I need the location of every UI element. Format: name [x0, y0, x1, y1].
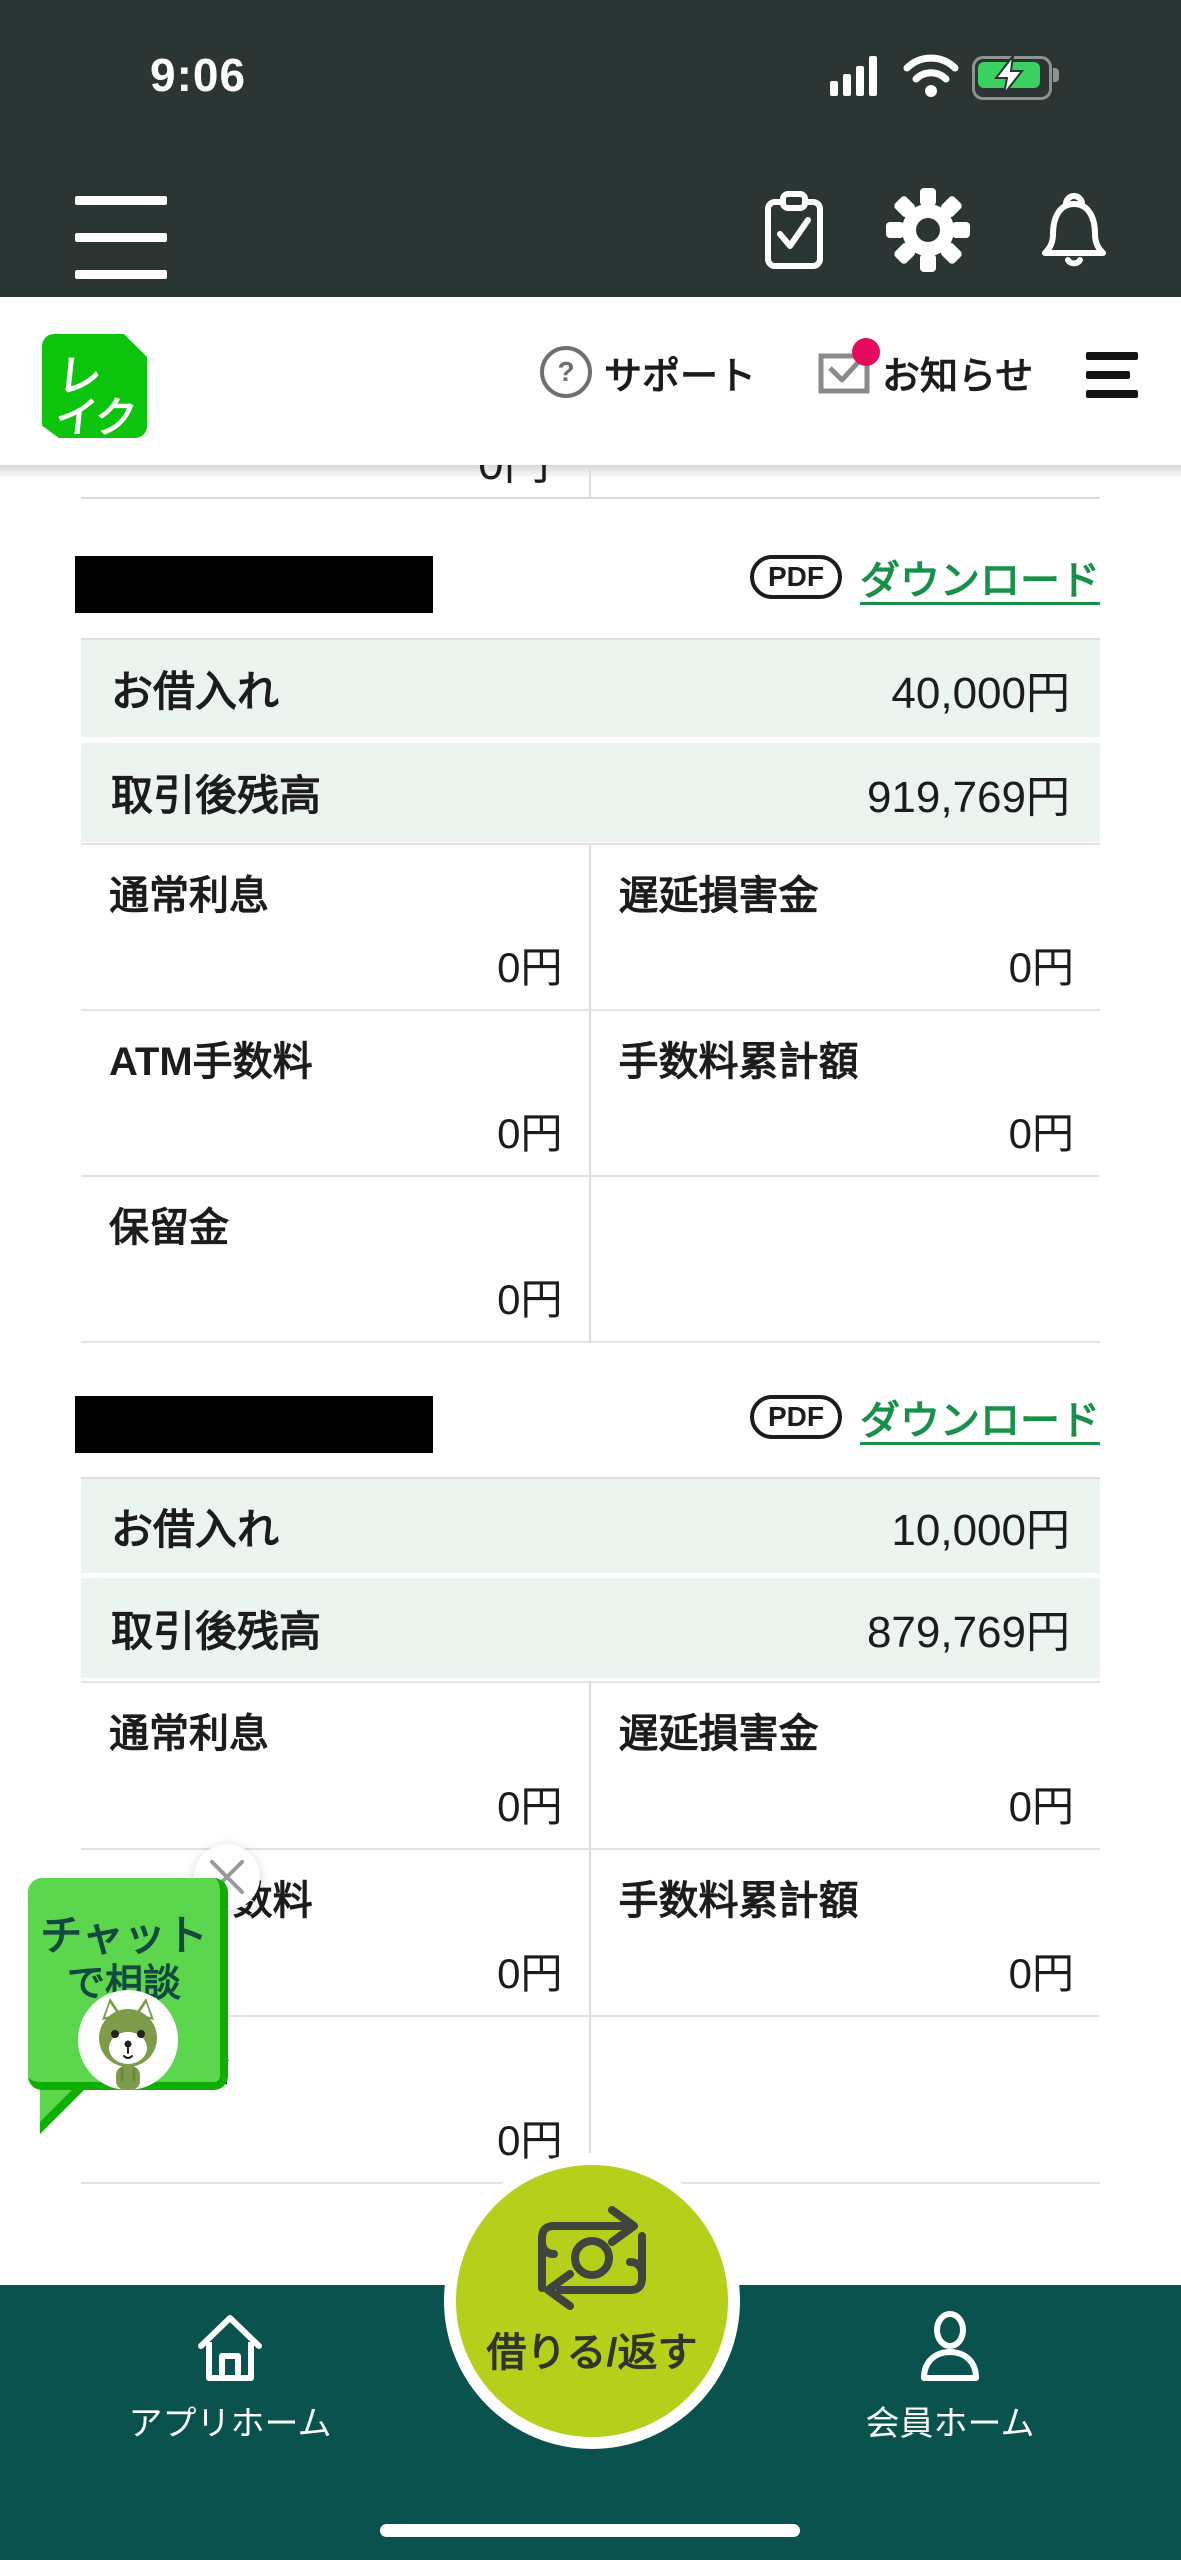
- notice-label: お知らせ: [882, 355, 1034, 398]
- nav-member-home[interactable]: 会員ホーム: [820, 2308, 1080, 2443]
- status-time: 9:06: [150, 49, 247, 101]
- clipped-previous-row: 0円: [478, 465, 598, 497]
- summary-row: お借入れ 10,000円: [81, 1477, 1100, 1573]
- money-cycle-icon: [538, 2206, 646, 2310]
- notice-button[interactable]: お知らせ: [818, 338, 1033, 398]
- pdf-download-link[interactable]: PDF ダウンロード: [750, 1388, 1100, 1446]
- download-label: ダウンロード: [860, 559, 1100, 603]
- unread-badge: [852, 338, 880, 366]
- detail-cell: 遅延損害金 0円: [590, 1683, 1100, 1850]
- borrow-repay-label: 借りる/返す: [486, 2331, 698, 2375]
- cellular-signal-icon: [830, 56, 884, 96]
- brand-header: [0, 297, 1181, 465]
- summary-row: 取引後残高 879,769円: [81, 1578, 1100, 1678]
- support-button[interactable]: ? サポート: [540, 346, 756, 398]
- top-bar: 9:06: [0, 0, 1181, 297]
- wifi-icon: [903, 54, 959, 97]
- detail-cell: 通常利息 0円: [81, 845, 591, 1011]
- chat-mascot-dog[interactable]: [78, 1990, 178, 2090]
- nav-app-home[interactable]: アプリホーム: [100, 2308, 360, 2443]
- download-label: ダウンロード: [860, 1399, 1100, 1443]
- pdf-badge: PDF: [750, 1395, 842, 1439]
- detail-cell: 手数料累計額 0円: [590, 1850, 1100, 2017]
- home-indicator[interactable]: [380, 2524, 800, 2537]
- detail-cell-empty: [590, 2017, 1100, 2184]
- detail-cell-empty: [590, 1177, 1100, 1343]
- detail-cell: 遅延損害金 0円: [590, 845, 1100, 1011]
- header-hamburger-button[interactable]: [1086, 352, 1138, 398]
- person-icon: [921, 2311, 979, 2381]
- nav-member-home-label: 会員ホーム: [865, 2405, 1035, 2443]
- redacted-date: [75, 556, 433, 613]
- summary-row: お借入れ 40,000円: [81, 638, 1100, 737]
- question-icon: ?: [540, 346, 592, 398]
- transaction-card: PDF ダウンロード お借入れ 10,000円 取引後残高 879,769円 通…: [75, 1388, 1100, 2184]
- summary-row: 取引後残高 919,769円: [81, 743, 1100, 842]
- support-label: サポート: [604, 355, 757, 398]
- borrow-repay-button[interactable]: [456, 2165, 728, 2437]
- notifications-bell-button[interactable]: [1032, 188, 1116, 272]
- dog-icon: [99, 1998, 157, 2090]
- home-icon: [198, 2315, 262, 2381]
- detail-cell: 通常利息 0円: [81, 1683, 591, 1850]
- transaction-card: PDF ダウンロード お借入れ 40,000円 取引後残高 919,769円 通…: [75, 548, 1100, 1343]
- chat-label-line1: チャット: [40, 1912, 208, 1959]
- lake-logo[interactable]: レ イク: [42, 334, 147, 438]
- nav-app-home-label: アプリホーム: [128, 2405, 332, 2443]
- pdf-badge: PDF: [750, 555, 842, 599]
- pdf-download-link[interactable]: PDF ダウンロード: [750, 548, 1100, 606]
- settings-gear-button[interactable]: [886, 188, 970, 272]
- tasks-clipboard-button[interactable]: [752, 188, 836, 272]
- hamburger-menu-button[interactable]: [75, 196, 167, 282]
- mail-check-icon: [818, 353, 870, 394]
- detail-cell: 手数料累計額 0円: [590, 1011, 1100, 1177]
- battery-charging-bolt-icon: [993, 54, 1025, 95]
- redacted-date: [75, 1396, 433, 1453]
